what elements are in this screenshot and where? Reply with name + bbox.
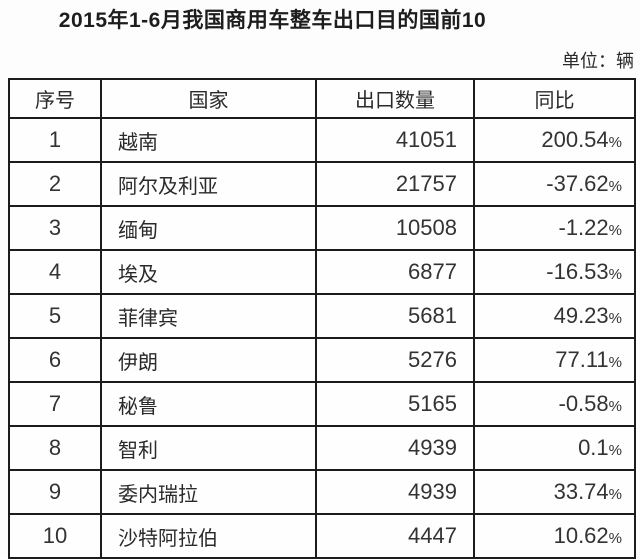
qty-cell: 10508 (315, 205, 475, 251)
table-row: 8 智利 4939 0.1% (8, 425, 636, 471)
yoy-value: 200.54 (541, 127, 609, 152)
qty-cell: 5276 (315, 337, 475, 383)
yoy-value: 10.62 (553, 523, 609, 548)
yoy-cell: 77.11% (473, 337, 636, 383)
yoy-value: -0.58 (558, 391, 609, 416)
seq-cell: 2 (8, 161, 102, 207)
country-cell: 沙特阿拉伯 (100, 513, 317, 559)
table-row: 3 缅甸 10508 -1.22% (8, 205, 636, 251)
percent-sign: % (608, 178, 622, 195)
country-cell: 伊朗 (100, 337, 317, 383)
yoy-cell: 10.62% (473, 513, 636, 559)
seq-cell: 6 (8, 337, 102, 383)
percent-sign: % (608, 134, 622, 151)
yoy-cell: 0.1% (473, 425, 636, 471)
seq-cell: 1 (8, 117, 102, 163)
percent-sign: % (608, 266, 622, 283)
qty-cell: 4939 (315, 425, 475, 471)
table-row: 6 伊朗 5276 77.11% (8, 337, 636, 383)
export-table: 序号 国家 出口数量 同比 1 越南 41051 200.54% 2 阿尔及利亚… (8, 78, 636, 559)
header-seq: 序号 (8, 78, 102, 119)
table-row: 10 沙特阿拉伯 4447 10.62% (8, 513, 636, 559)
table-row: 1 越南 41051 200.54% (8, 117, 636, 163)
seq-cell: 7 (8, 381, 102, 427)
seq-cell: 8 (8, 425, 102, 471)
page-title: 2015年1-6月我国商用车整车出口目的国前10 (58, 9, 487, 32)
yoy-value: -37.62 (546, 171, 609, 196)
qty-cell: 6877 (315, 249, 475, 295)
yoy-value: -1.22 (558, 215, 609, 240)
qty-cell: 4447 (315, 513, 475, 559)
country-cell: 缅甸 (100, 205, 317, 251)
table-header-row: 序号 国家 出口数量 同比 (8, 78, 636, 119)
yoy-cell: 200.54% (473, 117, 636, 163)
seq-cell: 5 (8, 293, 102, 339)
yoy-value: 49.23 (553, 303, 609, 328)
seq-cell: 9 (8, 469, 102, 515)
country-cell: 秘鲁 (100, 381, 317, 427)
yoy-value: 77.11 (555, 347, 609, 372)
yoy-value: -16.53 (546, 259, 609, 284)
yoy-value: 0.1 (578, 435, 609, 460)
qty-cell: 5681 (315, 293, 475, 339)
yoy-cell: -37.62% (473, 161, 636, 207)
table-row: 2 阿尔及利亚 21757 -37.62% (8, 161, 636, 207)
qty-cell: 5165 (315, 381, 475, 427)
percent-sign: % (608, 222, 622, 239)
yoy-cell: 33.74% (473, 469, 636, 515)
country-cell: 菲律宾 (100, 293, 317, 339)
country-cell: 智利 (100, 425, 317, 471)
percent-sign: % (608, 354, 622, 371)
yoy-cell: 49.23% (473, 293, 636, 339)
header-qty: 出口数量 (315, 78, 475, 119)
country-cell: 阿尔及利亚 (100, 161, 317, 207)
qty-cell: 4939 (315, 469, 475, 515)
percent-sign: % (608, 486, 622, 503)
header-yoy: 同比 (473, 78, 636, 119)
table-row: 4 埃及 6877 -16.53% (8, 249, 636, 295)
yoy-value: 33.74 (553, 479, 609, 504)
seq-cell: 3 (8, 205, 102, 251)
country-cell: 委内瑞拉 (100, 469, 317, 515)
country-cell: 越南 (100, 117, 317, 163)
yoy-cell: -0.58% (473, 381, 636, 427)
yoy-cell: -1.22% (473, 205, 636, 251)
qty-cell: 21757 (315, 161, 475, 207)
percent-sign: % (608, 530, 622, 547)
seq-cell: 10 (8, 513, 102, 559)
qty-cell: 41051 (315, 117, 475, 163)
seq-cell: 4 (8, 249, 102, 295)
unit-label: 单位：辆 (562, 51, 634, 71)
country-cell: 埃及 (100, 249, 317, 295)
yoy-cell: -16.53% (473, 249, 636, 295)
table-row: 7 秘鲁 5165 -0.58% (8, 381, 636, 427)
table-row: 5 菲律宾 5681 49.23% (8, 293, 636, 339)
percent-sign: % (608, 310, 622, 327)
table-row: 9 委内瑞拉 4939 33.74% (8, 469, 636, 515)
percent-sign: % (608, 398, 622, 415)
percent-sign: % (608, 442, 622, 459)
header-country: 国家 (100, 78, 317, 119)
